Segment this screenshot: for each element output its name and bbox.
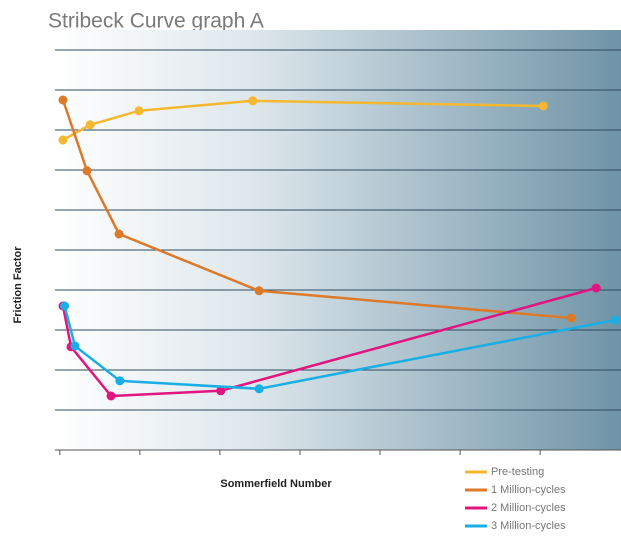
data-point — [134, 106, 144, 116]
chart-title: Stribeck Curve graph A — [48, 10, 264, 33]
data-point — [254, 286, 264, 296]
plot-background — [55, 30, 621, 450]
data-point — [566, 313, 576, 323]
data-point — [248, 96, 258, 106]
legend-label: 1 Million-cycles — [491, 484, 566, 496]
y-axis-label: Friction Factor — [12, 246, 24, 324]
legend-label: 2 Million-cycles — [491, 502, 566, 514]
x-axis-label: Sommerfield Number — [220, 478, 332, 490]
data-point — [254, 384, 264, 394]
data-point — [106, 391, 116, 401]
data-point — [114, 229, 124, 239]
legend-label: 3 Million-cycles — [491, 520, 566, 532]
data-point — [58, 135, 68, 145]
data-point — [216, 386, 226, 396]
data-point — [58, 95, 68, 105]
data-point — [70, 341, 80, 351]
data-point — [538, 101, 548, 111]
data-point — [591, 283, 601, 293]
data-point — [610, 315, 620, 325]
data-point — [85, 120, 95, 130]
data-point — [115, 376, 125, 386]
data-point — [82, 166, 92, 176]
legend-label: Pre-testing — [491, 466, 544, 478]
data-point — [60, 301, 70, 311]
